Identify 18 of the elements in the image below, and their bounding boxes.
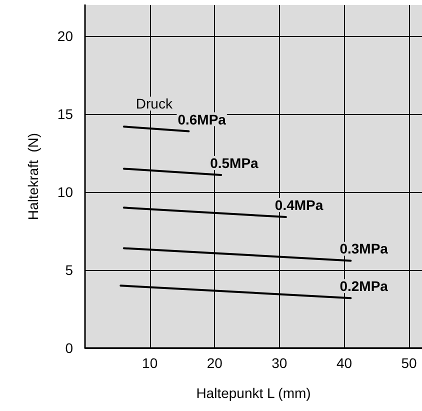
series-label: 0.6MPa — [178, 111, 226, 128]
y-tick-label: 5 — [65, 262, 74, 278]
legend-title: Druck — [136, 96, 174, 112]
x-tick-label: 10 — [142, 355, 158, 371]
series-label: 0.3MPa — [340, 240, 388, 257]
series-label: 0.2MPa — [340, 278, 388, 294]
y-tick-label: 15 — [57, 106, 74, 122]
x-tick-label: 20 — [206, 355, 223, 371]
y-tick-label: 10 — [57, 184, 74, 200]
x-tick-label: 40 — [336, 355, 352, 371]
x-tick-label: 30 — [272, 355, 288, 371]
series-label: 0.4MPa — [274, 197, 324, 214]
x-tick-label: 50 — [401, 355, 418, 371]
x-axis-title: Haltepunkt L (mm) — [196, 385, 311, 401]
y-tick-label: 0 — [65, 340, 74, 356]
y-axis-title: Haltekraft (N) — [25, 132, 41, 220]
series-label: 0.5MPa — [210, 154, 259, 171]
y-tick-label: 20 — [57, 28, 74, 44]
